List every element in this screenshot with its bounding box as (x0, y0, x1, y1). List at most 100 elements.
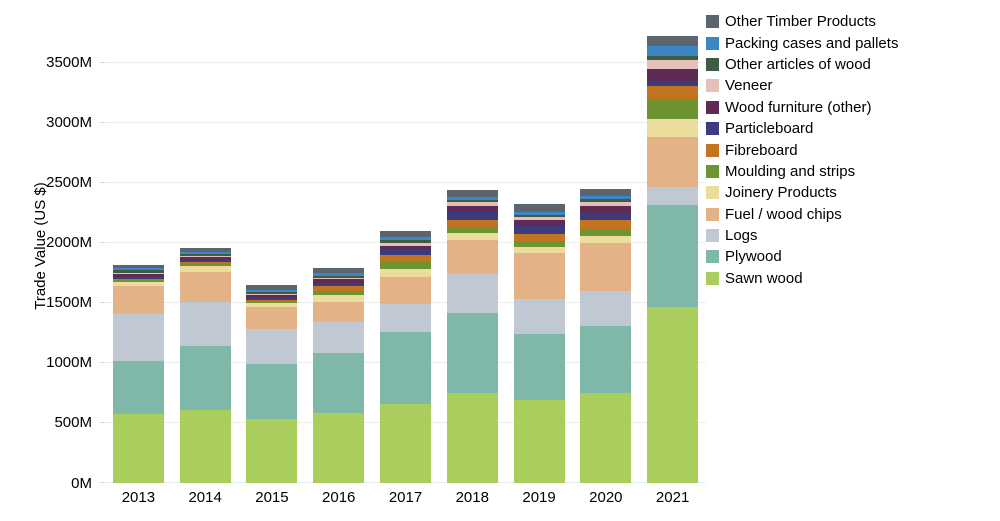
legend-item-fibreboard: Fibreboard (706, 139, 898, 160)
legend: Other Timber Products Packing cases and p… (706, 11, 898, 289)
bar-segment-joinery-products-2021 (647, 119, 699, 137)
legend-label-joinery-products: Joinery Products (725, 184, 837, 202)
legend-item-packing-cases-and-pallets: Packing cases and pallets (706, 32, 898, 53)
bar-segment-sawn-wood-2013 (112, 413, 164, 483)
legend-item-wood-furniture-other: Wood furniture (other) (706, 97, 898, 118)
bar-segment-logs-2018 (446, 274, 498, 313)
legend-swatch-plywood (706, 250, 719, 264)
legend-swatch-logs (706, 229, 719, 243)
bar-segment-joinery-products-2015 (246, 302, 298, 308)
bar-segment-other-articles-of-wood-2013 (112, 270, 164, 274)
bar-segment-fuel-wood-chips-2018 (446, 239, 498, 275)
bar-segment-packing-cases-and-pallets-2017 (380, 236, 431, 240)
bar-segment-logs-2014 (179, 301, 231, 346)
legend-item-other-timber-products: Other Timber Products (706, 11, 898, 32)
bar-segment-other-articles-of-wood-2018 (446, 199, 498, 202)
bar-segment-plywood-2013 (112, 361, 164, 414)
bar-segment-wood-furniture-other-2016 (313, 279, 365, 284)
x-tick-label-2016: 2016 (322, 489, 356, 506)
legend-swatch-other-timber-products (706, 15, 719, 29)
bar-segment-moulding-and-strips-2014 (179, 263, 231, 267)
x-tick-label-2014: 2014 (188, 489, 222, 506)
bar-segment-joinery-products-2018 (446, 232, 498, 240)
bar-segment-sawn-wood-2015 (246, 418, 298, 483)
legend-label-moulding-and-strips: Moulding and strips (725, 162, 856, 180)
bar-segment-packing-cases-and-pallets-2015 (246, 290, 298, 292)
legend-swatch-particleboard (706, 122, 719, 136)
bar-segment-fibreboard-2017 (380, 254, 431, 262)
bar-2017 (380, 230, 431, 483)
y-tick-label-500m: 500M (54, 414, 92, 432)
y-tick-label-2500m: 2500M (46, 174, 92, 192)
bar-segment-moulding-and-strips-2015 (246, 300, 298, 303)
bar-segment-plywood-2021 (647, 205, 699, 307)
bar-segment-particleboard-2014 (179, 260, 231, 263)
bar-segment-veneer-2021 (647, 59, 699, 69)
bar-segment-wood-furniture-other-2019 (513, 220, 565, 227)
legend-swatch-wood-furniture-other (706, 100, 719, 114)
legend-label-packing-cases-and-pallets: Packing cases and pallets (725, 34, 899, 52)
bar-segment-logs-2021 (647, 187, 699, 206)
bar-2016 (313, 268, 365, 483)
y-tick-label-3000m: 3000M (46, 114, 92, 132)
bar-segment-logs-2015 (246, 329, 298, 364)
bar-segment-sawn-wood-2016 (313, 413, 365, 483)
bar-segment-other-articles-of-wood-2015 (246, 291, 298, 294)
bar-segment-particleboard-2015 (246, 296, 298, 300)
x-tick-label-2013: 2013 (121, 489, 156, 506)
bar-segment-joinery-products-2020 (580, 235, 632, 243)
bar-segment-moulding-and-strips-2017 (380, 261, 431, 269)
bar-segment-fibreboard-2013 (112, 279, 164, 281)
legend-item-logs: Logs (706, 225, 898, 246)
bar-segment-particleboard-2018 (446, 211, 498, 220)
y-tick-label-2000m: 2000M (46, 234, 92, 252)
legend-item-sawn-wood: Sawn wood (706, 268, 898, 289)
legend-label-logs: Logs (725, 227, 758, 245)
bar-segment-wood-furniture-other-2021 (647, 68, 699, 81)
y-tick-mark-3000m (100, 121, 105, 123)
bar-segment-packing-cases-and-pallets-2016 (313, 273, 365, 277)
bar-segment-veneer-2016 (313, 278, 365, 280)
bar-2020 (580, 189, 632, 483)
bar-segment-wood-furniture-other-2014 (179, 257, 231, 261)
bar-2021 (647, 35, 699, 483)
bar-segment-logs-2013 (112, 313, 164, 362)
legend-swatch-sawn-wood (706, 271, 719, 285)
bar-segment-other-timber-products-2014 (179, 248, 231, 253)
bar-segment-joinery-products-2013 (112, 282, 164, 287)
bar-segment-logs-2020 (580, 290, 632, 327)
bar-2019 (513, 204, 565, 483)
bar-segment-moulding-and-strips-2018 (446, 226, 498, 233)
legend-label-other-articles-of-wood: Other articles of wood (725, 55, 871, 73)
y-tick-mark-3500m (100, 61, 105, 63)
legend-item-other-articles-of-wood: Other articles of wood (706, 54, 898, 75)
bar-segment-joinery-products-2016 (313, 295, 365, 303)
bar-segment-particleboard-2020 (580, 213, 632, 220)
bar-segment-veneer-2015 (246, 293, 298, 295)
bar-segment-packing-cases-and-pallets-2021 (647, 45, 699, 56)
bar-segment-moulding-and-strips-2016 (313, 291, 365, 296)
bar-segment-fibreboard-2019 (513, 234, 565, 242)
bar-segment-sawn-wood-2018 (446, 392, 498, 483)
plot-area (100, 10, 706, 483)
bar-segment-fuel-wood-chips-2013 (112, 286, 164, 314)
legend-swatch-veneer (706, 79, 719, 93)
legend-swatch-fuel-wood-chips (706, 207, 719, 221)
bar-segment-other-timber-products-2013 (112, 264, 164, 269)
bar-segment-other-timber-products-2021 (647, 35, 699, 46)
legend-label-particleboard: Particleboard (725, 120, 814, 138)
legend-item-fuel-wood-chips: Fuel / wood chips (706, 204, 898, 225)
bar-segment-joinery-products-2014 (179, 266, 231, 272)
bar-segment-other-articles-of-wood-2016 (313, 276, 365, 279)
x-tick-label-2020: 2020 (589, 489, 623, 506)
y-tick-label-0m: 0M (71, 474, 92, 492)
bar-segment-fibreboard-2021 (647, 85, 699, 100)
bar-segment-packing-cases-and-pallets-2020 (580, 196, 632, 200)
bar-segment-plywood-2017 (380, 331, 431, 404)
legend-swatch-packing-cases-and-pallets (706, 36, 719, 50)
gridline-2500m (105, 181, 706, 183)
bar-segment-particleboard-2021 (647, 80, 699, 86)
bar-segment-moulding-and-strips-2021 (647, 99, 699, 120)
bar-segment-packing-cases-and-pallets-2018 (446, 196, 498, 200)
y-tick-mark-2500m (100, 181, 105, 183)
